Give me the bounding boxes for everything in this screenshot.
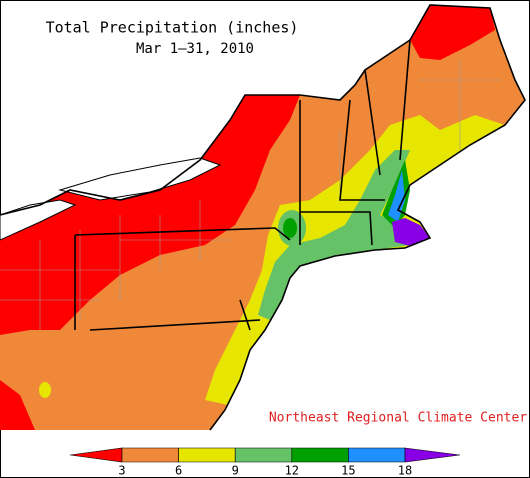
colorbar-tick-label: 18 (398, 464, 412, 478)
red-zone (410, 5, 495, 60)
red-zone (0, 380, 35, 430)
colorbar-tick-label: 6 (175, 464, 182, 478)
blue-zone (388, 170, 405, 222)
colorbar-segment (178, 447, 236, 463)
subtitle: Mar 1–31, 2010 (136, 41, 254, 57)
coastline (0, 4, 526, 431)
purple-zone (392, 218, 430, 246)
green-zone (283, 218, 297, 238)
lake-ontario (58, 157, 222, 201)
map (0, 4, 526, 431)
credit: Northeast Regional Climate Center (269, 411, 527, 426)
colorbar-segment (348, 447, 406, 463)
colorbar-tick-label: 3 (118, 464, 125, 478)
colorbar-segment (404, 447, 461, 463)
colorbar-segment (291, 447, 349, 463)
state-borders (74, 39, 411, 331)
yellow-zone (39, 382, 51, 398)
colorbar-tick-label: 15 (341, 464, 355, 478)
colorbar-tick-label: 12 (285, 464, 299, 478)
colorbar-segment (121, 447, 179, 463)
light-green-zone (258, 150, 410, 320)
colorbar-segment (234, 447, 293, 463)
yellow-zone (205, 115, 505, 405)
colorbar-tick-label: 9 (232, 464, 239, 478)
title: Total Precipitation (inches) (46, 19, 299, 37)
land (0, 5, 525, 430)
colorbar: 3 6 9 12 15 18 (69, 447, 461, 478)
